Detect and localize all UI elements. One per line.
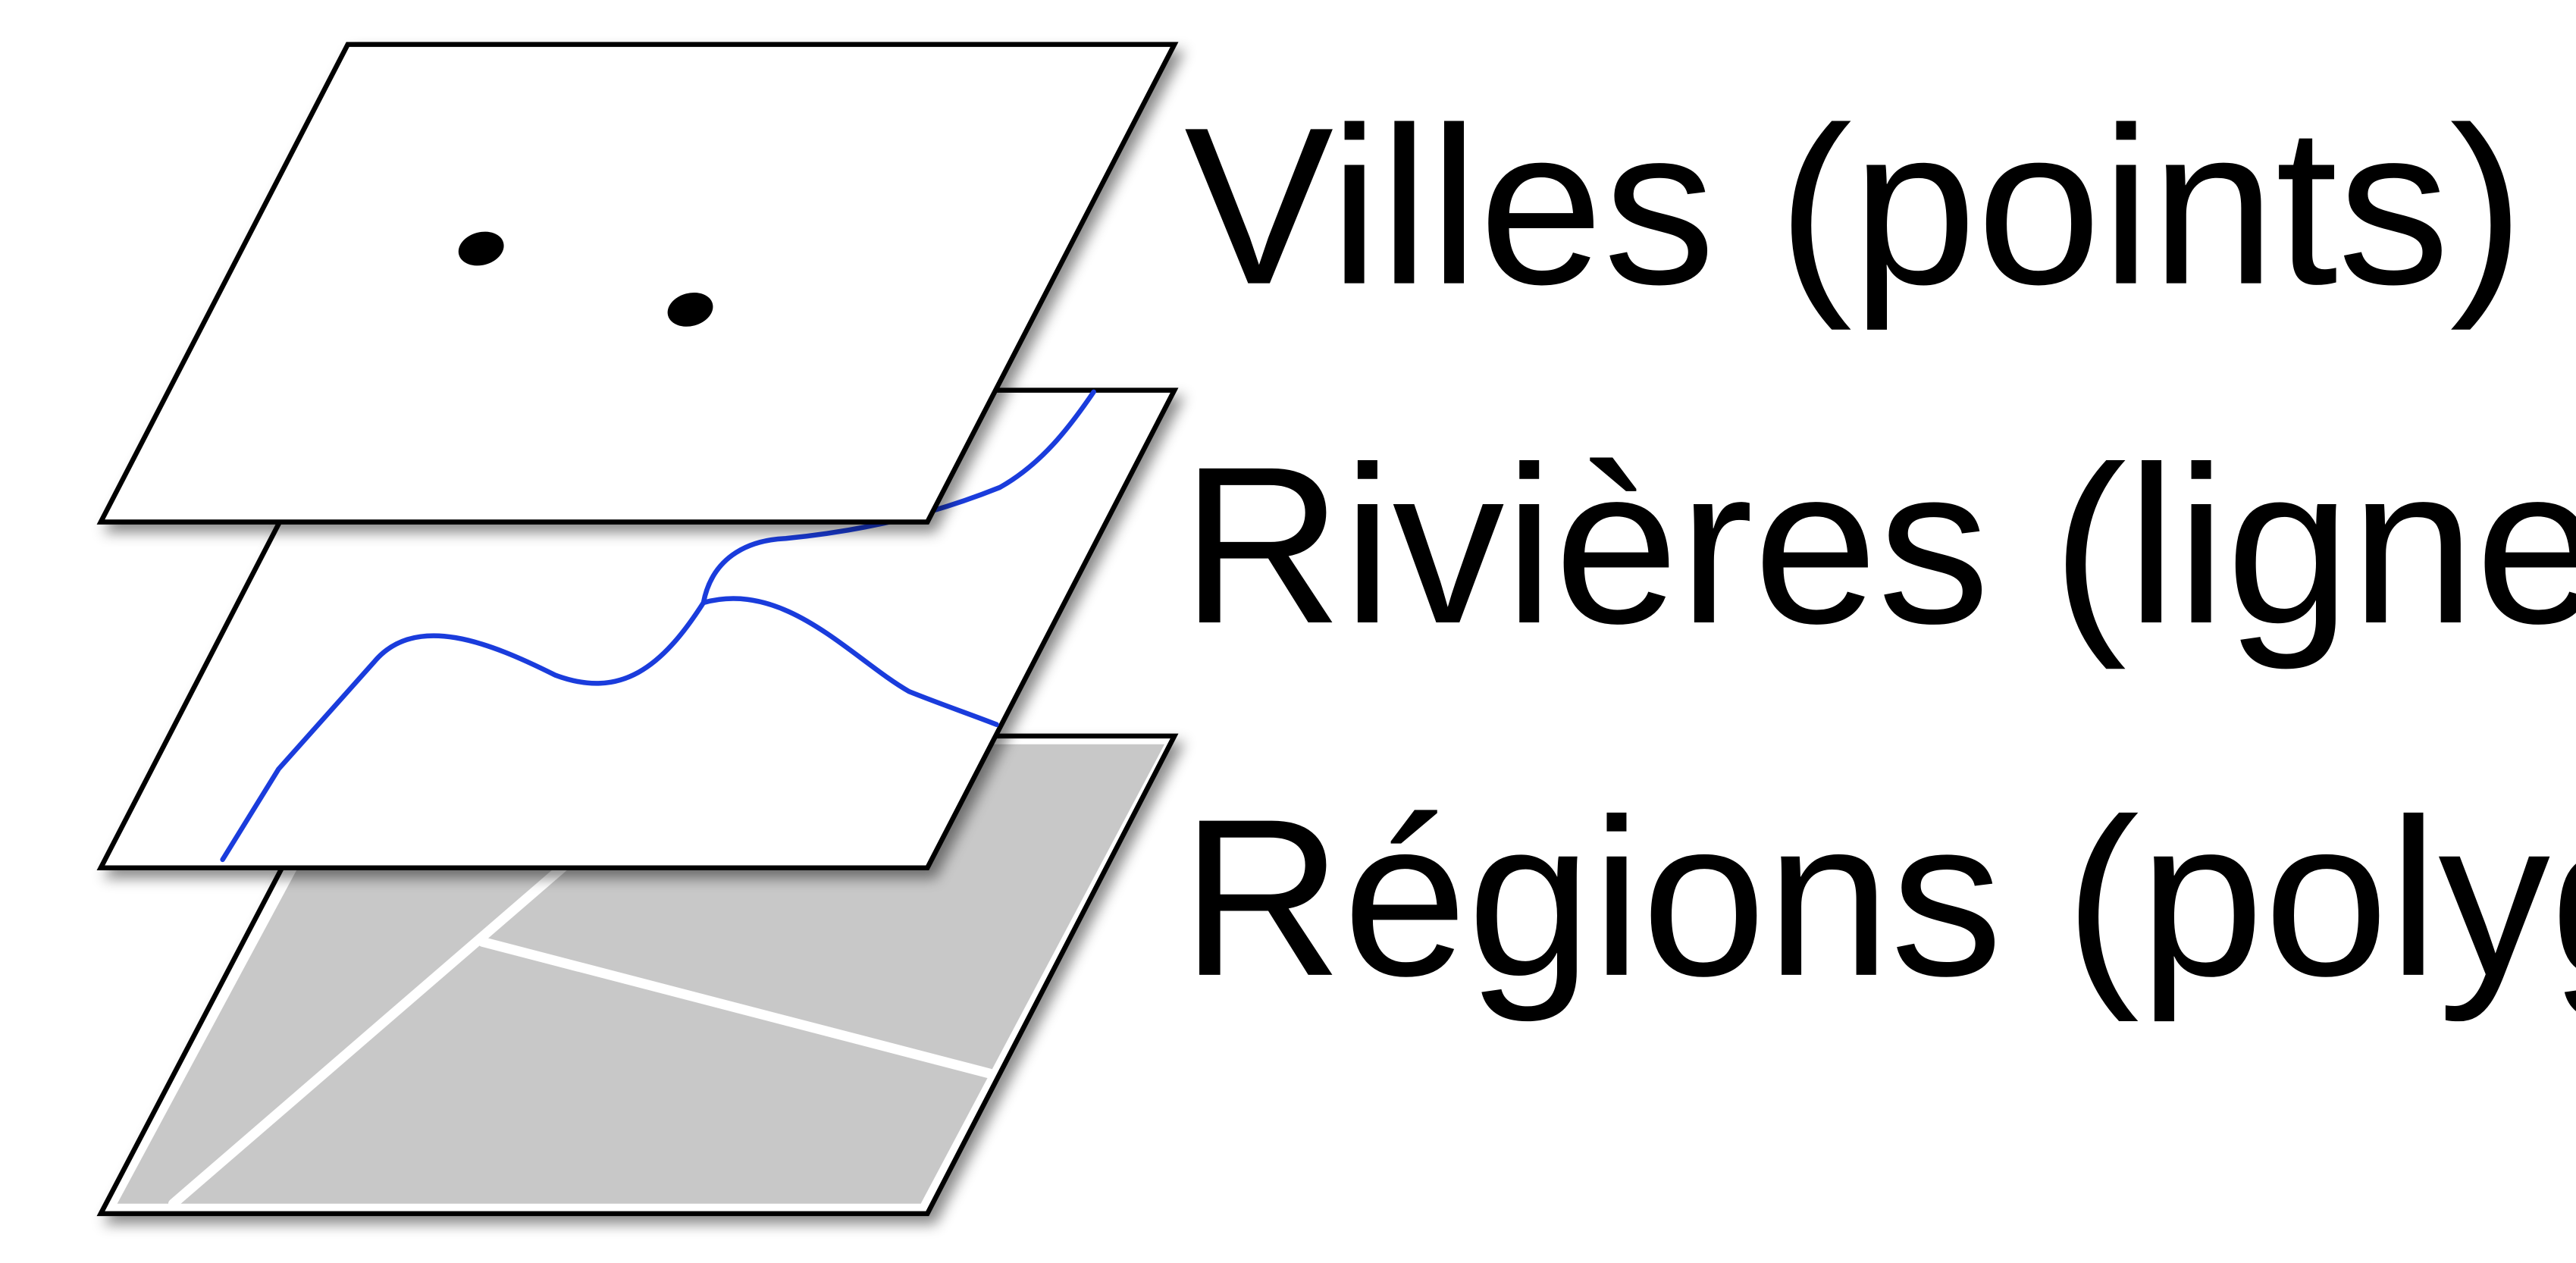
region-border-line <box>168 854 577 1209</box>
city-point <box>458 231 504 266</box>
city-point <box>667 292 713 327</box>
region-border-line <box>478 936 995 1079</box>
river-line <box>220 596 999 863</box>
cities-layer-label: Villes (points) <box>1184 81 2524 333</box>
cities-layer <box>96 42 1179 525</box>
region-borders <box>168 854 995 1209</box>
rivers-layer-label: Rivières (lignes) <box>1181 420 2576 672</box>
cities-plane <box>96 42 1179 525</box>
regions-layer-label: Régions (polygones) <box>1181 773 2576 1024</box>
